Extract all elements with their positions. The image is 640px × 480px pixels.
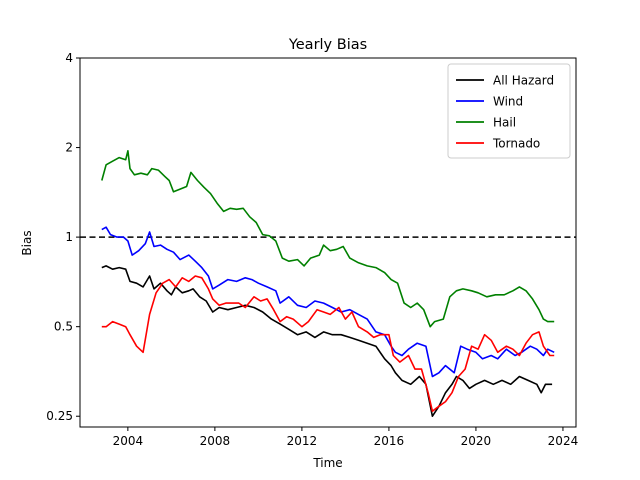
x-tick-label: 2020 xyxy=(461,434,492,448)
y-tick-label: 2 xyxy=(65,141,73,155)
series-line-hail xyxy=(101,150,555,328)
legend: All Hazard Wind Hail Tornado xyxy=(447,63,571,159)
plot-area xyxy=(80,150,576,417)
y-tick-label: 4 xyxy=(65,51,73,65)
x-axis: 2004 2008 2012 2016 2020 2024 xyxy=(113,427,579,448)
legend-label: All Hazard xyxy=(493,74,554,88)
y-tick-label: 0.5 xyxy=(54,320,73,334)
legend-label: Hail xyxy=(493,116,516,130)
x-tick-label: 2016 xyxy=(374,434,405,448)
y-tick-label: 1 xyxy=(65,230,73,244)
x-tick-label: 2012 xyxy=(287,434,318,448)
y-axis: 0.25 0.5 1 2 4 xyxy=(46,51,80,423)
legend-box xyxy=(447,63,571,159)
x-tick-label: 2008 xyxy=(200,434,231,448)
legend-label: Wind xyxy=(493,95,523,109)
legend-label: Tornado xyxy=(492,137,540,151)
y-axis-label: Bias xyxy=(20,230,34,255)
x-tick-label: 2004 xyxy=(113,434,144,448)
series-line-wind xyxy=(101,226,555,378)
y-tick-label: 0.25 xyxy=(46,409,73,423)
series-line-all-hazard xyxy=(101,265,553,417)
x-axis-label: Time xyxy=(312,456,342,470)
chart-title: Yearly Bias xyxy=(288,37,367,53)
plot-frame xyxy=(79,57,577,428)
series-line-tornado xyxy=(101,275,555,412)
x-tick-label: 2024 xyxy=(548,434,579,448)
